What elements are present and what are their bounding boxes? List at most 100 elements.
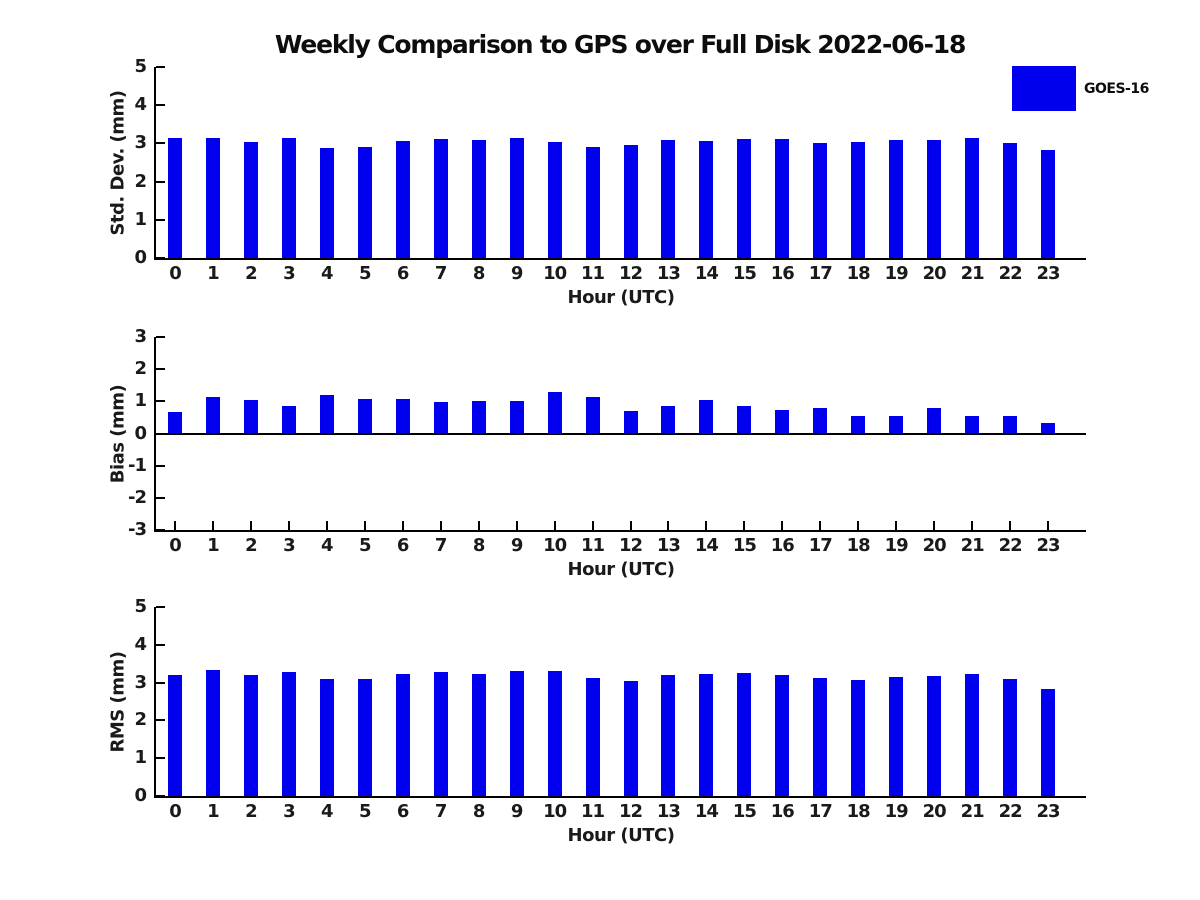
x-tick-label: 12 [618,263,643,284]
x-tick-label: 17 [808,801,833,822]
y-tick-label: 4 [134,633,147,655]
bar-hour-15 [737,672,752,796]
bar-hour-4 [319,394,334,434]
x-tick-mark [287,521,290,530]
bar-hour-20 [927,408,942,434]
y-tick-label: 3 [134,132,147,154]
x-tick-label: 3 [283,801,296,822]
x-tick-label: 20 [922,535,947,556]
chart-title: Weekly Comparison to GPS over Full Disk … [274,30,967,59]
y-tick-label: 5 [134,596,147,617]
x-tick-label: 23 [1036,535,1060,556]
x-tick-label: 22 [998,801,1023,822]
x-tick-label: 3 [283,535,296,556]
bar-hour-21 [965,674,980,796]
bar-hour-23 [1041,689,1055,796]
x-tick-label: 13 [656,535,681,556]
bar-hour-11 [585,146,600,258]
bar-hour-21 [965,416,980,434]
x-tick-label: 7 [434,263,448,284]
bar-hour-14 [699,400,714,434]
bar-hour-7 [433,402,448,434]
x-tick-label: 14 [694,535,719,556]
x-tick-label: 0 [169,263,182,284]
bar-hour-2 [243,674,258,796]
x-tick-label: 5 [359,535,372,556]
x-tick-mark [895,521,898,530]
y-tick-mark [156,795,165,797]
bar-hour-9 [509,401,524,434]
x-tick-mark [363,521,366,530]
bar-hour-8 [471,673,486,796]
x-axis-spine [154,796,1086,798]
y-tick-label: -2 [128,486,147,508]
y-tick-label: 2 [134,170,147,192]
x-tick-label: 1 [207,263,220,284]
bar-hour-2 [243,399,258,434]
bar-hour-9 [509,670,524,796]
y-tick-mark [156,643,165,646]
x-tick-label: 8 [472,535,486,556]
x-tick-label: 14 [694,801,719,822]
bar-hour-4 [319,148,334,258]
bar-hour-3 [281,406,296,434]
bar-hour-16 [775,409,790,434]
x-tick-label: 16 [770,535,795,556]
x-tick-mark [857,521,860,530]
y-tick-label: 2 [134,358,147,380]
y-tick-label: -3 [128,519,147,540]
zero-line [156,432,1086,435]
y-tick-label: 0 [134,422,147,444]
bar-hour-1 [205,397,220,434]
bar-hour-23 [1041,150,1055,258]
bar-hour-16 [775,138,790,258]
bar-hour-6 [395,399,410,434]
x-tick-label: 16 [770,263,795,284]
bar-hour-22 [1003,142,1018,258]
x-tick-label: 8 [472,263,486,284]
y-tick-mark [156,104,165,107]
x-tick-label: 4 [321,801,334,822]
bar-hour-19 [889,416,904,434]
x-axis-spine [154,258,1086,260]
x-tick-mark [174,521,176,530]
x-tick-mark [325,521,328,530]
x-tick-mark [401,521,404,530]
x-tick-label: 23 [1036,263,1060,284]
x-tick-mark [933,521,936,530]
x-tick-mark [1047,521,1049,530]
y-axis-label: Std. Dev. (mm) [107,89,129,236]
y-tick-mark [156,400,165,403]
y-tick-mark [156,257,165,259]
bar-hour-10 [547,392,562,434]
bar-hour-8 [471,140,486,258]
bar-hour-14 [699,141,714,258]
x-tick-label: 16 [770,801,795,822]
y-tick-mark [156,368,165,371]
x-tick-label: 9 [510,801,524,822]
y-tick-mark [156,218,165,221]
bar-hour-19 [889,140,904,258]
x-axis-label: Hour (UTC) [567,287,675,308]
x-tick-mark [211,521,214,530]
bar-hour-6 [395,140,410,258]
x-tick-label: 22 [998,263,1023,284]
x-tick-label: 0 [169,801,182,822]
bar-hour-1 [205,138,220,258]
y-tick-label: 2 [134,709,147,731]
x-tick-label: 9 [510,263,524,284]
bar-hour-13 [661,140,676,258]
x-tick-label: 21 [960,801,985,822]
legend-swatch-goes16 [1012,66,1076,111]
bar-hour-10 [547,670,562,796]
x-tick-mark [1009,521,1012,530]
x-tick-label: 8 [472,801,486,822]
x-tick-label: 12 [618,801,643,822]
bar-hour-0 [168,674,182,796]
bar-hour-1 [205,669,220,796]
y-tick-label: 4 [134,94,147,116]
x-axis-label: Hour (UTC) [567,559,675,580]
y-axis-spine [154,607,156,798]
x-tick-label: 23 [1036,801,1060,822]
